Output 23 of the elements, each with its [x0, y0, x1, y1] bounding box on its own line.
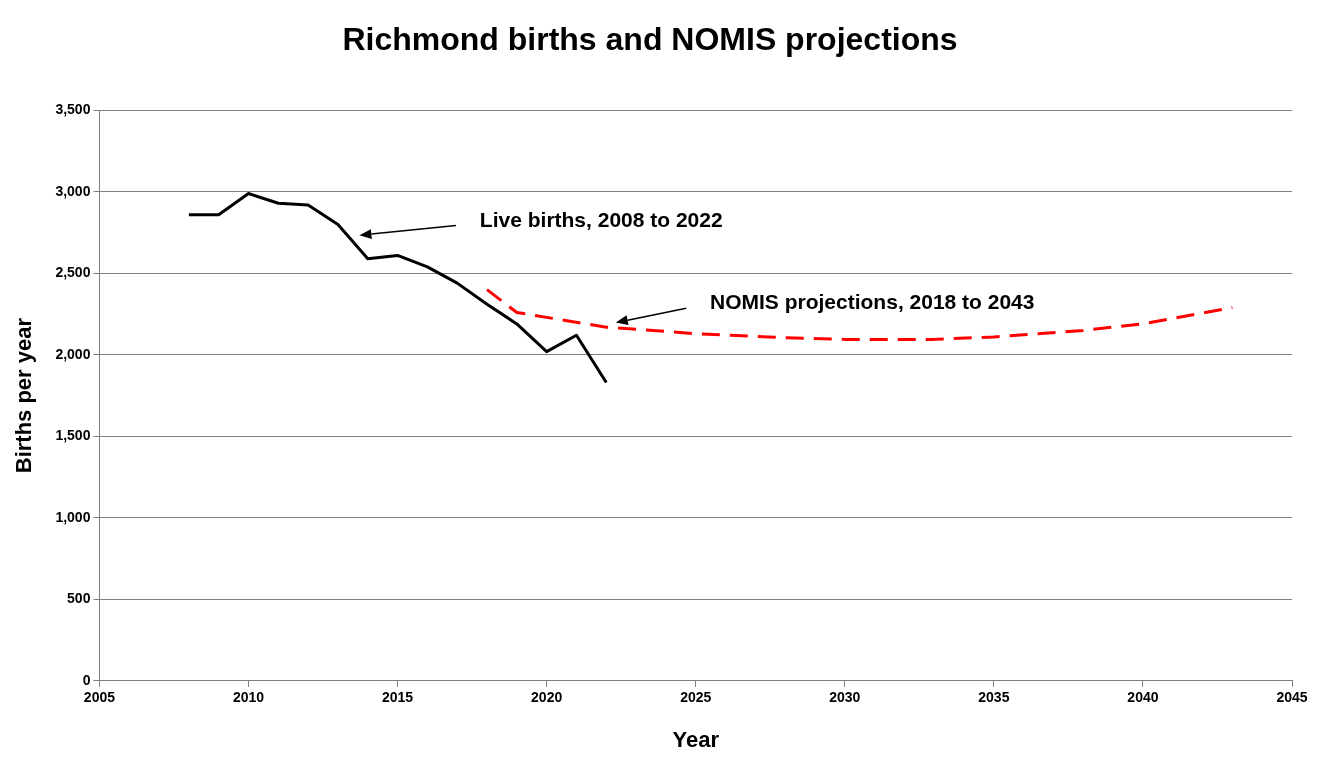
annotation: NOMIS projections, 2018 to 2043 — [710, 289, 1035, 313]
y-tick-label: 2,000 — [55, 345, 91, 362]
y-tick-label: 1,000 — [55, 508, 91, 525]
y-tick-label: 2,500 — [55, 264, 91, 281]
x-tick-label: 2040 — [1127, 689, 1159, 706]
y-axis-title: Births per year — [11, 317, 37, 474]
y-tick-label: 3,500 — [55, 101, 91, 118]
chart-title: Richmond births and NOMIS projections — [342, 21, 958, 58]
y-tick-label: 0 — [82, 671, 91, 688]
y-tick-label: 1,500 — [55, 427, 91, 444]
x-tick-label: 2030 — [829, 689, 861, 706]
x-tick-label: 2025 — [680, 689, 712, 706]
x-tick-label: 2020 — [531, 689, 563, 706]
y-tick-label: 3,000 — [55, 182, 91, 199]
y-tick-label: 500 — [67, 590, 91, 607]
x-axis-title: Year — [672, 726, 720, 752]
x-tick-label: 2005 — [83, 689, 116, 706]
line-series — [485, 288, 1234, 341]
x-tick-label: 2035 — [978, 689, 1010, 706]
x-tick-label: 2045 — [1276, 689, 1308, 706]
x-tick-label: 2015 — [382, 689, 414, 706]
annotation: Live births, 2008 to 2022 — [479, 208, 723, 232]
x-tick-label: 2010 — [232, 689, 265, 706]
